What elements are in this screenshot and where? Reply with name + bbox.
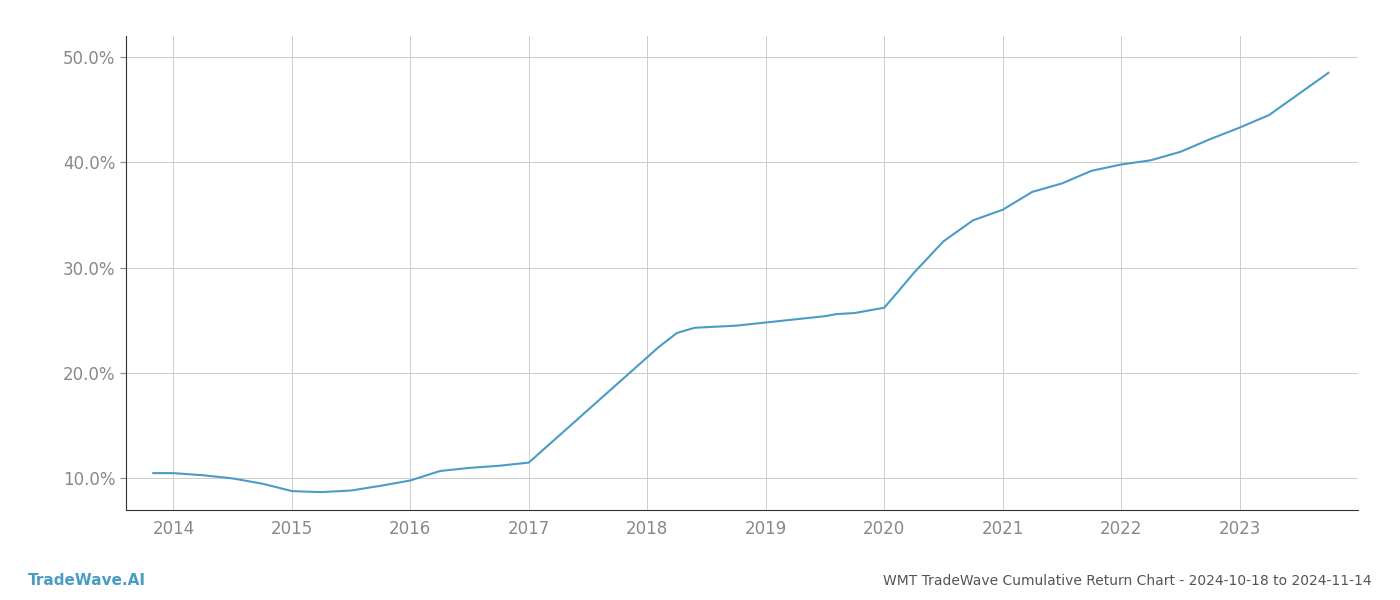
Text: WMT TradeWave Cumulative Return Chart - 2024-10-18 to 2024-11-14: WMT TradeWave Cumulative Return Chart - … <box>883 574 1372 588</box>
Text: TradeWave.AI: TradeWave.AI <box>28 573 146 588</box>
